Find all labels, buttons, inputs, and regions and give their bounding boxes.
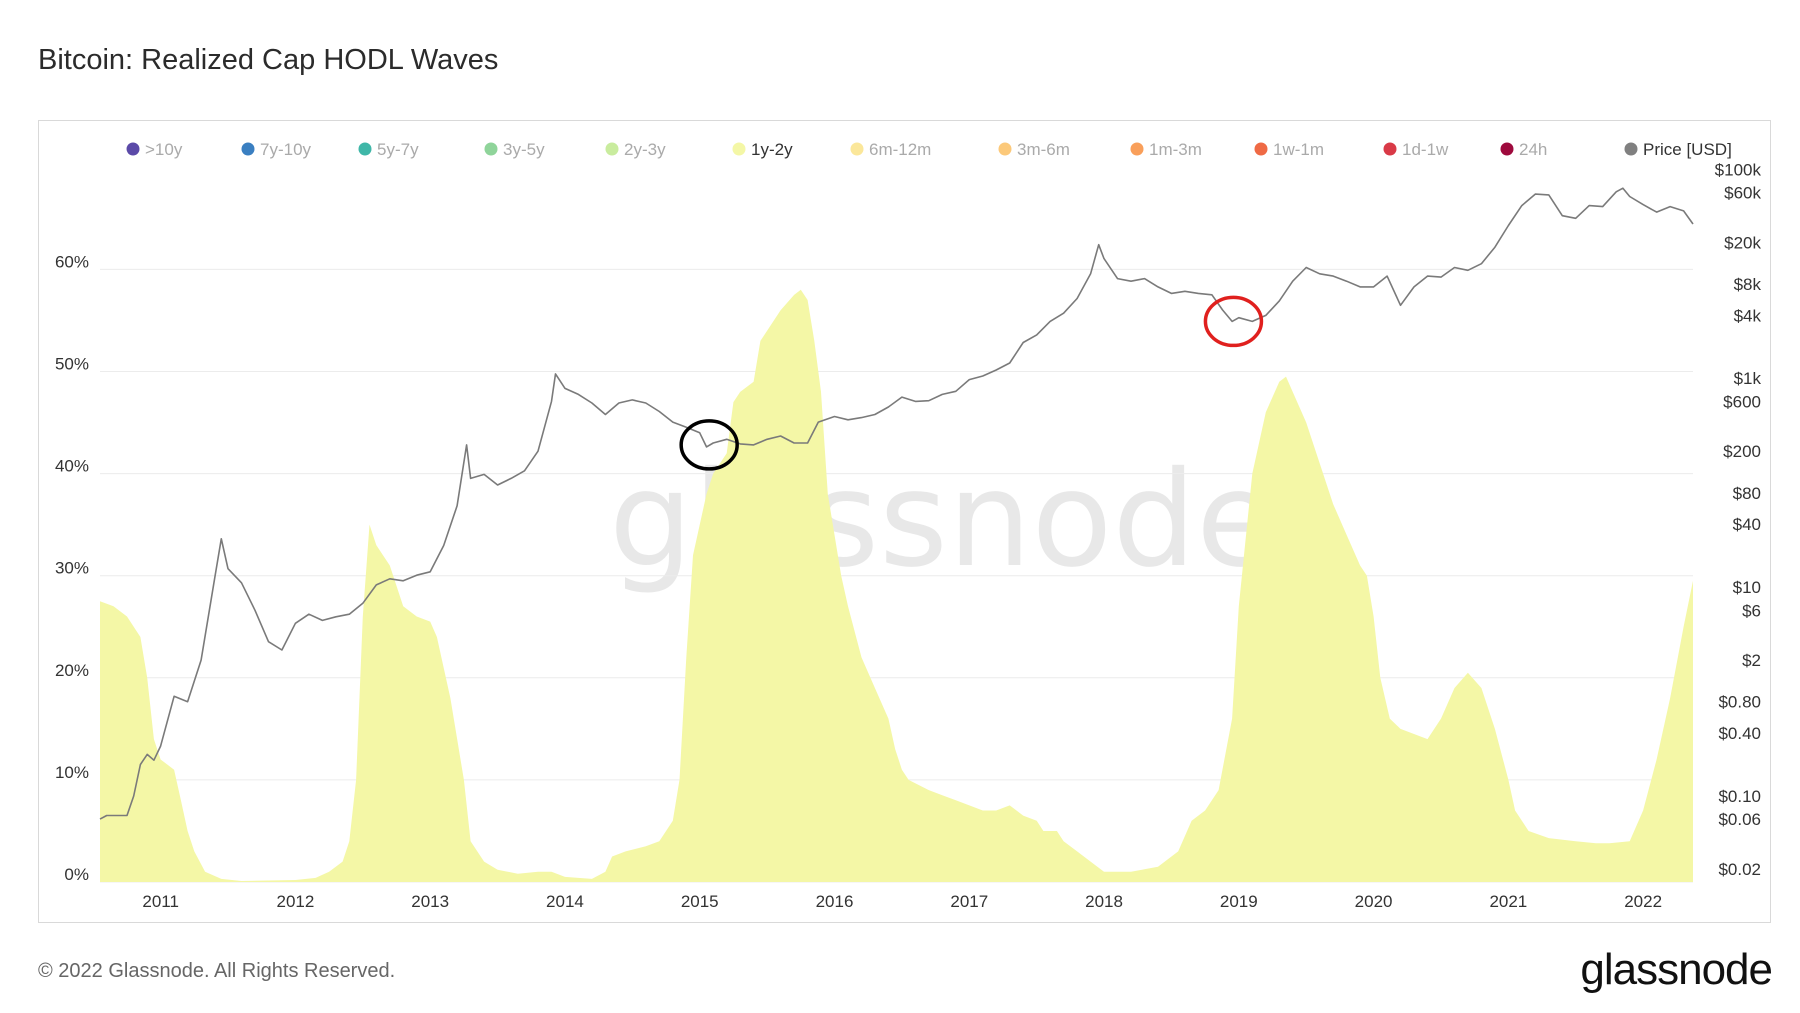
x-tick-label: 2017 [950,892,988,911]
legend-marker [1130,142,1144,156]
legend-label: 6m-12m [869,140,931,159]
page-title: Bitcoin: Realized Cap HODL Waves [38,44,499,76]
legend-item[interactable]: >10y [126,140,183,159]
y-right-tick-label: $1k [1734,369,1762,388]
y-right-tick-label: $0.80 [1718,693,1761,712]
annotations-layer [679,295,1264,471]
legend-label: 2y-3y [624,140,666,159]
legend-marker [998,142,1012,156]
y-left-tick-label: 0% [64,865,89,884]
y-right-tick-label: $10 [1733,578,1761,597]
legend-marker [126,142,140,156]
y-right-tick-label: $100k [1715,160,1762,179]
y-right-tick-label: $600 [1723,392,1761,411]
y-right-tick-label: $8k [1734,275,1762,294]
y-left-tick-label: 40% [55,457,89,476]
legend-item[interactable]: 5y-7y [358,140,420,159]
legend-marker [605,142,619,156]
legend-marker [1624,142,1638,156]
hodl-waves-chart: glassnode 0%10%20%30%40%50%60% $0.02$0.0… [55,140,1762,911]
legend-item[interactable]: 1w-1m [1254,140,1325,159]
right-axis: $0.02 $0.06 $0.10 $0.40 $0.80 $2 $6 $10 $40 $80 $2… [1715,160,1762,879]
legend-item[interactable]: 24h [1500,140,1548,159]
y-right-tick-label: $2 [1742,651,1761,670]
copyright-text: © 2022 Glassnode. All Rights Reserved. [38,960,396,982]
legend-label: 1d-1w [1402,140,1449,159]
x-tick-label: 2016 [816,892,854,911]
legend-marker [1500,142,1514,156]
y-right-tick-label: $60k [1724,184,1761,203]
x-tick-label: 2018 [1085,892,1123,911]
x-tick-label: 2014 [546,892,584,911]
y-right-tick-label: $20k [1724,233,1761,252]
price-line-layer [99,187,1694,820]
y-right-tick-label: $0.10 [1718,787,1761,806]
y-right-tick-label: $0.40 [1718,724,1761,743]
y-right-tick-label: $80 [1733,484,1761,503]
legend-label: 3y-5y [503,140,545,159]
legend-item[interactable]: 7y-10y [241,140,312,159]
x-tick-label: 2013 [411,892,449,911]
legend-item[interactable]: 1m-3m [1130,140,1202,159]
series-area-1y-2y [100,289,1693,882]
series-line-price [99,187,1694,820]
left-axis: 0% 10% 20% 30% 40% 50% 60% [55,252,89,884]
legend-marker [732,142,746,156]
legend-label: 24h [1519,140,1547,159]
legend-marker [1254,142,1268,156]
legend-label: 3m-6m [1017,140,1070,159]
annotation-circle-2 [1203,295,1264,348]
legend-item[interactable]: 2y-3y [605,140,667,159]
legend-label: 1y-2y [751,140,793,159]
legend-label: >10y [145,140,183,159]
legend-label: 1w-1m [1273,140,1324,159]
x-axis: 2011 2012 2013 2014 2015 2016 2017 2018 2019 2020… [142,892,1662,911]
y-right-tick-label: $0.02 [1718,860,1761,879]
legend-item[interactable]: 1d-1w [1383,140,1450,159]
area-series-layer [100,289,1693,882]
glassnode-logo[interactable]: glassnode [1580,945,1773,994]
legend-marker [484,142,498,156]
y-left-tick-label: 30% [55,559,89,578]
x-tick-label: 2011 [142,892,179,911]
y-right-tick-label: $200 [1723,442,1761,461]
legend-label: 7y-10y [260,140,312,159]
chart-container: glassnode 0% 10% 20% 30% 40% 50% 60% $0.02 $0.0… [38,120,1771,923]
legend-label: 1m-3m [1149,140,1202,159]
x-tick-label: 2012 [277,892,315,911]
x-tick-label: 2015 [681,892,719,911]
legend-item[interactable]: 3m-6m [998,140,1070,159]
legend-marker [241,142,255,156]
x-tick-label: 2019 [1220,892,1258,911]
y-left-tick-label: 20% [55,661,89,680]
legend-marker [850,142,864,156]
legend-marker [1383,142,1397,156]
legend-label: 5y-7y [377,140,419,159]
legend-label: Price [USD] [1643,140,1732,159]
legend-item[interactable]: 6m-12m [850,140,932,159]
y-right-tick-label: $6 [1742,601,1761,620]
y-left-tick-label: 50% [55,355,89,374]
x-tick-label: 2021 [1489,892,1527,911]
legend[interactable]: >10y 7y-10y 5y-7y 3y-5y 2y-3y 1y-2y 6m-12m 3m-6… [126,140,1732,159]
legend-item[interactable]: 3y-5y [484,140,546,159]
x-tick-label: 2022 [1624,892,1662,911]
y-left-tick-label: 60% [55,252,89,271]
legend-item[interactable]: 1y-2y [732,140,794,159]
legend-item[interactable]: Price [USD] [1624,140,1732,159]
y-right-tick-label: $40 [1733,515,1761,534]
y-left-tick-label: 10% [55,763,89,782]
legend-marker [358,142,372,156]
y-right-tick-label: $0.06 [1718,810,1761,829]
annotation-circle-1 [679,419,739,471]
y-right-tick-label: $4k [1734,306,1762,325]
x-tick-label: 2020 [1355,892,1393,911]
